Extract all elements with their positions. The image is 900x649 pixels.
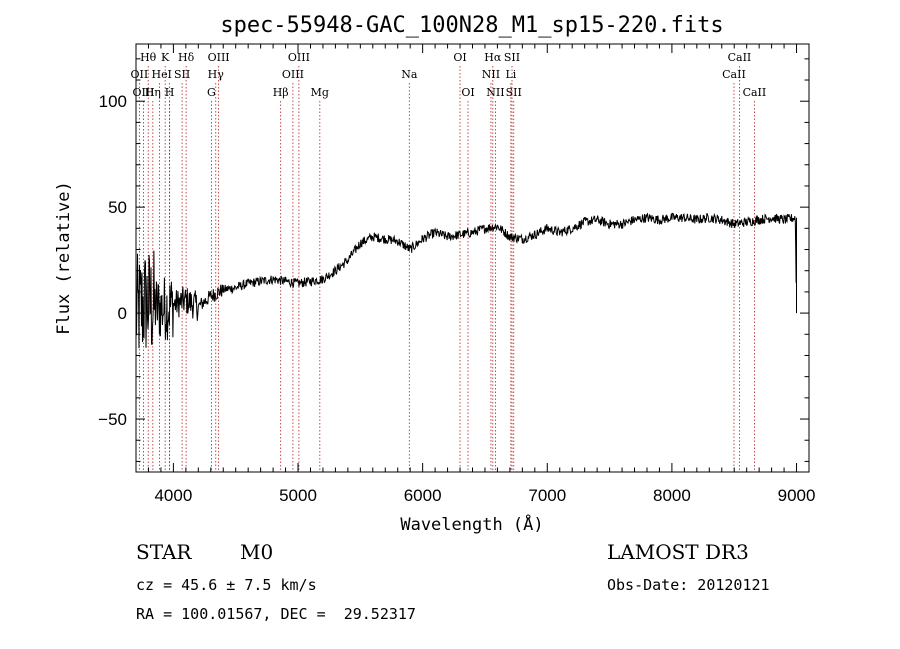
y-tick-label: 0: [118, 304, 127, 323]
spectral-line-label: K: [161, 51, 170, 64]
spectral-line-label: Hδ: [178, 51, 195, 64]
spectral-line-label: NII: [482, 68, 500, 81]
x-axis-label: Wavelength (Å): [400, 513, 543, 535]
spectral-line-label: H: [165, 86, 175, 99]
spectral-line-label: Hη: [145, 86, 161, 99]
spectral-line-label: CaII: [743, 86, 767, 99]
spectral-line-label: OIII: [208, 51, 230, 64]
spectral-line-label: SII: [174, 68, 190, 81]
spectral-line-label: Hβ: [273, 86, 289, 99]
x-tick-label: 8000: [653, 486, 691, 505]
y-axis-label: Flux (relative): [54, 181, 74, 335]
spectral-line-label: OIII: [132, 86, 154, 99]
x-tick-label: 7000: [528, 486, 566, 505]
spectral-line-label: Hα: [484, 51, 502, 64]
x-tick-label: 6000: [404, 486, 442, 505]
spectral-line-label: OI: [461, 86, 474, 99]
y-tick-label: 100: [99, 92, 127, 111]
plot-frame: [135, 43, 810, 473]
y-tick-label: 50: [108, 198, 127, 217]
redshift-readout: cz = 45.6 ± 7.5 km/s: [136, 576, 317, 594]
y-axis-ticks: −50 0 50 100: [98, 58, 809, 462]
y-tick-label: −50: [98, 410, 127, 429]
spectral-line-label: Li: [505, 68, 516, 81]
spectral-line-label: G: [207, 86, 216, 99]
spectral-line-label: OI: [453, 51, 466, 64]
spectral-line-label: SII: [506, 86, 522, 99]
coordinates-readout: RA = 100.01567, DEC = 29.52317: [136, 605, 416, 623]
chart-title: spec-55948-GAC_100N28_M1_sp15-220.fits: [220, 13, 723, 38]
spectrum-line: [135, 212, 797, 349]
spectral-line-label: CaII: [722, 68, 746, 81]
spectral-line-label: OIII: [282, 68, 304, 81]
spectral-line-label: Hγ: [208, 68, 225, 81]
x-tick-label: 9000: [778, 486, 816, 505]
spectral-line-label: SII: [504, 51, 520, 64]
object-class: STAR: [136, 540, 192, 564]
observation-date: Obs-Date: 20120121: [607, 576, 770, 594]
subclass: M0: [240, 540, 274, 564]
spectral-line-label: NII: [486, 86, 504, 99]
spectral-line-label: Mg: [311, 86, 329, 99]
survey-name: LAMOST DR3: [607, 540, 749, 564]
spectral-line-label: CaII: [728, 51, 752, 64]
x-tick-label: 5000: [279, 486, 317, 505]
spectral-line-label: Na: [401, 68, 418, 81]
x-axis-ticks: 4000 5000 6000 7000 8000 9000: [135, 44, 816, 505]
x-tick-label: 4000: [154, 486, 192, 505]
spectral-line-markers: [138, 66, 755, 472]
spectral-line-label: He: [152, 68, 168, 81]
spectral-line-label: OII: [131, 68, 149, 81]
spectral-line-label: Hθ: [140, 51, 157, 64]
spectral-line-label: OIII: [288, 51, 310, 64]
spectral-line-label: I: [167, 68, 171, 81]
